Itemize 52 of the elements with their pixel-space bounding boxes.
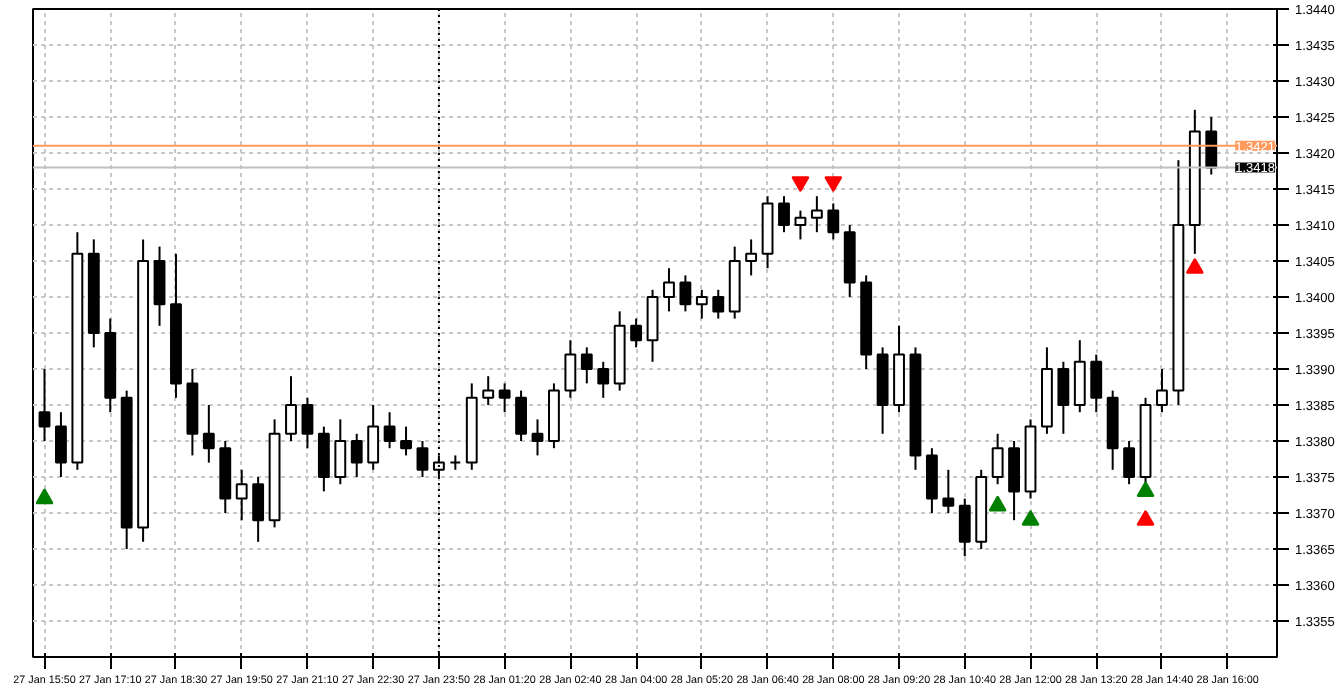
candlestick [350, 432, 363, 478]
candlestick [367, 404, 380, 471]
candlestick [663, 267, 675, 313]
candlestick [252, 476, 265, 543]
candlestick [531, 418, 544, 457]
candlestick [1123, 440, 1136, 486]
candlestick [745, 238, 758, 277]
candlestick [317, 425, 330, 493]
candlestick [646, 288, 659, 363]
candlestick [564, 339, 577, 399]
candlestick [449, 454, 462, 471]
candlestick [794, 209, 807, 241]
point [824, 176, 843, 193]
candlestick [55, 411, 67, 478]
point [1021, 509, 1040, 526]
candlestick [38, 368, 51, 442]
candlestick [1090, 353, 1103, 414]
candlestick [202, 404, 215, 464]
candlestick [334, 418, 347, 486]
candlestick [383, 411, 396, 450]
candlestick [679, 274, 692, 313]
candlestick [597, 360, 610, 399]
candlestick [1156, 368, 1168, 414]
candlestick [991, 432, 1004, 486]
candlestick [1057, 360, 1070, 435]
candlestick [580, 346, 593, 385]
candlestick [1073, 339, 1086, 414]
candlestick [301, 396, 314, 450]
point [1136, 509, 1155, 526]
candlestick [942, 468, 955, 514]
candlestick [630, 317, 643, 349]
candlestick [1205, 116, 1218, 176]
candlestick [810, 195, 823, 234]
candlestick [695, 288, 708, 320]
point [791, 176, 810, 193]
candlestick [958, 497, 971, 558]
candlestick [827, 202, 840, 241]
point [988, 495, 1007, 512]
point [35, 488, 54, 505]
candlestick [515, 389, 527, 442]
candlestick [400, 425, 412, 457]
candlestick [778, 195, 790, 234]
candlestick [498, 382, 511, 414]
candlestick [1008, 440, 1020, 522]
candlestick [285, 375, 297, 442]
candlestick [153, 245, 166, 327]
candlestick [482, 375, 495, 406]
candlestick [235, 468, 248, 522]
candlestick [416, 440, 429, 478]
candlestick [925, 447, 938, 514]
candlestick [712, 288, 725, 320]
point [1136, 481, 1155, 498]
